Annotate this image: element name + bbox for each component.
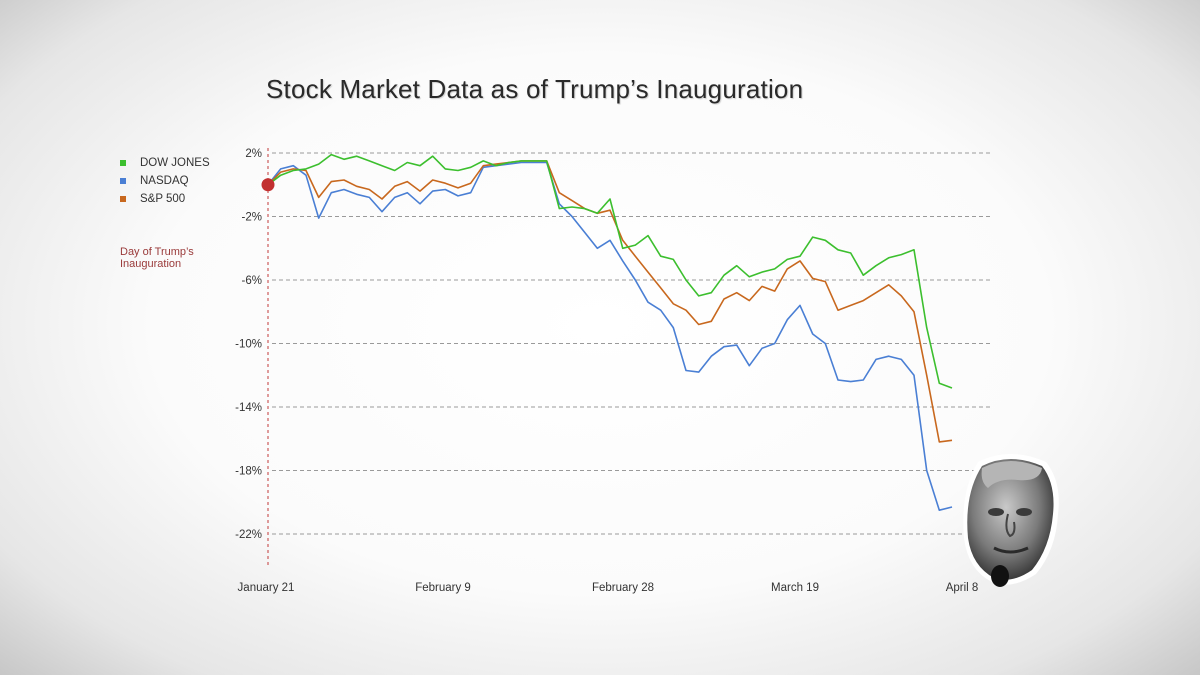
y-tick-label: -10%: [235, 339, 262, 351]
x-tick-label: February 9: [415, 582, 471, 594]
inauguration-annotation: Day of Trump’s Inauguration: [120, 246, 194, 270]
legend-label-dow: DOW JONES: [140, 157, 210, 169]
inauguration-marker-dot: [261, 178, 275, 192]
legend-label-sp500: S&P 500: [140, 193, 186, 205]
y-tick-label: -18%: [235, 466, 262, 478]
legend-item-sp500: S&P 500: [118, 190, 210, 208]
legend-swatch-sp500: [120, 196, 126, 202]
legend-item-dow: DOW JONES: [118, 154, 210, 172]
y-tick-label: -14%: [235, 402, 262, 414]
y-tick-label: -2%: [242, 212, 262, 224]
x-tick-label: March 19: [771, 582, 819, 594]
y-tick-label: -6%: [242, 275, 262, 287]
legend-item-nasdaq: NASDAQ: [118, 172, 210, 190]
legend-swatch-dow: [120, 160, 126, 166]
legend-label-nasdaq: NASDAQ: [140, 175, 189, 187]
y-tick-labels: 2% -2% -6% -10% -14% -18% -22%: [235, 148, 262, 541]
legend-swatch-nasdaq: [120, 178, 126, 184]
series-lines: [267, 153, 953, 512]
y-tick-label: -22%: [235, 529, 262, 541]
series-line-s-p-500: [267, 160, 953, 443]
x-tick-labels: January 21 February 9 February 28 March 19 A…: [238, 582, 979, 594]
y-tick-label: 2%: [245, 148, 262, 160]
series-line-nasdaq: [267, 161, 953, 512]
series-line-dow-jones: [267, 153, 953, 389]
x-tick-label: February 28: [592, 582, 654, 594]
chart-title: Stock Market Data as of Trump’s Inaugura…: [266, 74, 804, 104]
gridlines: [272, 152, 992, 535]
x-tick-label: January 21: [238, 582, 295, 594]
trump-portrait-image: [963, 454, 1059, 587]
legend: DOW JONES NASDAQ S&P 500: [118, 154, 210, 208]
x-tick-label: April 8: [946, 582, 979, 594]
